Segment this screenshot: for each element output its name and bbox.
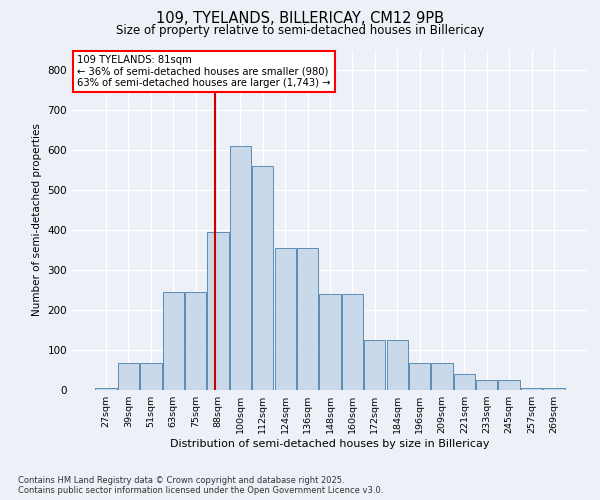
Bar [230, 146, 251, 390]
Y-axis label: Number of semi-detached properties: Number of semi-detached properties [32, 124, 42, 316]
Bar [364, 340, 385, 390]
Bar [454, 374, 475, 390]
Bar [499, 380, 520, 390]
Bar [319, 294, 341, 390]
Bar [409, 363, 430, 390]
Bar [543, 388, 565, 390]
Bar [118, 363, 139, 390]
Text: 109 TYELANDS: 81sqm
← 36% of semi-detached houses are smaller (980)
63% of semi-: 109 TYELANDS: 81sqm ← 36% of semi-detach… [77, 55, 331, 88]
Bar [431, 363, 452, 390]
Bar [476, 380, 497, 390]
Bar [252, 166, 274, 390]
X-axis label: Distribution of semi-detached houses by size in Billericay: Distribution of semi-detached houses by … [170, 439, 490, 449]
Bar [275, 248, 296, 390]
Bar [297, 248, 318, 390]
Text: Contains HM Land Registry data © Crown copyright and database right 2025.
Contai: Contains HM Land Registry data © Crown c… [18, 476, 383, 495]
Text: Size of property relative to semi-detached houses in Billericay: Size of property relative to semi-detach… [116, 24, 484, 37]
Bar [386, 340, 408, 390]
Bar [342, 294, 363, 390]
Text: 109, TYELANDS, BILLERICAY, CM12 9PB: 109, TYELANDS, BILLERICAY, CM12 9PB [156, 11, 444, 26]
Bar [521, 388, 542, 390]
Bar [163, 292, 184, 390]
Bar [95, 388, 117, 390]
Bar [208, 232, 229, 390]
Bar [140, 363, 161, 390]
Bar [185, 292, 206, 390]
